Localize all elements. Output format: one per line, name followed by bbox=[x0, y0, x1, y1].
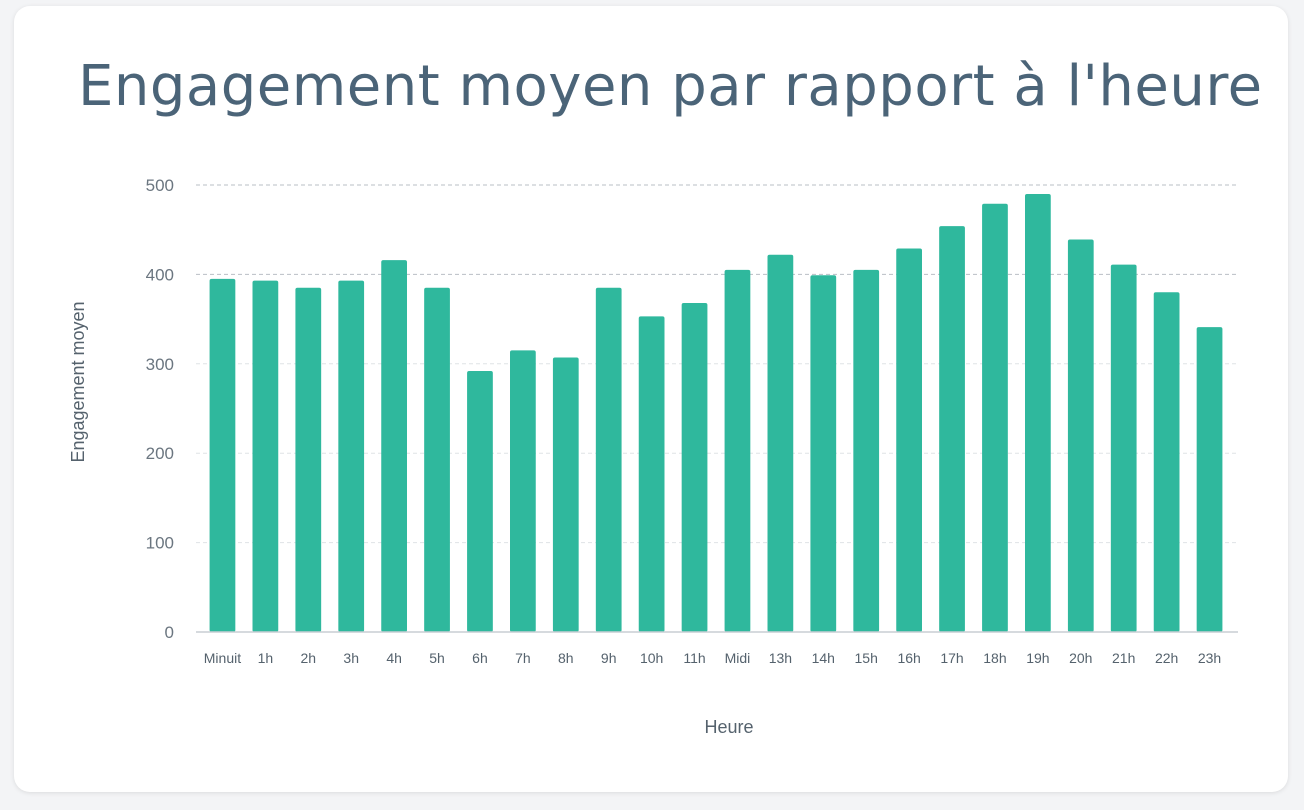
x-tick-label: 4h bbox=[386, 650, 402, 666]
bar-10h bbox=[638, 316, 665, 632]
bar-18h bbox=[982, 203, 1008, 633]
x-tick-label: 16h bbox=[897, 650, 920, 666]
bar-4h bbox=[381, 260, 407, 632]
x-tick-label: 2h bbox=[301, 650, 317, 666]
bar-5h bbox=[424, 287, 450, 632]
y-axis-label: Engagement moyen bbox=[68, 301, 88, 462]
bar-11h bbox=[681, 303, 708, 632]
x-tick-label: 10h bbox=[640, 650, 663, 666]
bar-17h bbox=[939, 226, 965, 632]
y-tick-label: 300 bbox=[146, 355, 174, 374]
bar-13h bbox=[767, 254, 794, 632]
bar-21h bbox=[1110, 264, 1137, 632]
bar-Midi bbox=[724, 269, 751, 632]
y-tick-label: 400 bbox=[146, 265, 174, 284]
bar-16h bbox=[896, 248, 922, 632]
x-tick-label: 21h bbox=[1112, 650, 1135, 666]
x-tick-label: 20h bbox=[1069, 650, 1092, 666]
y-axis-ticks: 0 100 200 300 400 500 bbox=[146, 176, 174, 642]
x-tick-label: 22h bbox=[1155, 650, 1178, 666]
bar-20h bbox=[1067, 239, 1094, 632]
x-tick-label: 17h bbox=[940, 650, 963, 666]
x-tick-label: 11h bbox=[683, 650, 705, 666]
bar-14h bbox=[810, 275, 837, 632]
bar-15h bbox=[853, 269, 880, 632]
x-tick-label: 23h bbox=[1198, 650, 1221, 666]
bar-7h bbox=[510, 350, 536, 632]
y-tick-label: 100 bbox=[146, 534, 174, 553]
bar-19h bbox=[1025, 193, 1051, 632]
x-tick-label: 7h bbox=[515, 650, 531, 666]
bar-Minuit bbox=[209, 278, 236, 632]
x-tick-label: 19h bbox=[1026, 650, 1049, 666]
x-tick-label: Minuit bbox=[204, 650, 241, 666]
bar-22h bbox=[1153, 292, 1180, 632]
x-tick-label: 8h bbox=[558, 650, 574, 666]
bar-3h bbox=[338, 280, 365, 632]
x-tick-label: 6h bbox=[472, 650, 488, 666]
y-tick-label: 200 bbox=[146, 444, 174, 463]
x-tick-label: 15h bbox=[855, 650, 878, 666]
x-tick-label: 14h bbox=[812, 650, 835, 666]
x-axis-label: Heure bbox=[704, 717, 753, 737]
bar-6h bbox=[467, 370, 493, 632]
bar-9h bbox=[595, 287, 622, 632]
x-tick-label: 5h bbox=[429, 650, 445, 666]
bar-8h bbox=[552, 357, 579, 632]
x-tick-label: 18h bbox=[983, 650, 1006, 666]
bar-1h bbox=[252, 280, 279, 632]
x-tick-label: 9h bbox=[601, 650, 617, 666]
x-tick-label: 3h bbox=[343, 650, 359, 666]
x-tick-label: 13h bbox=[769, 650, 792, 666]
y-tick-label: 500 bbox=[146, 176, 174, 195]
bars bbox=[209, 193, 1223, 633]
bar-23h bbox=[1196, 327, 1223, 632]
chart-title: Engagement moyen par rapport à l'heure bbox=[78, 54, 1263, 119]
bar-2h bbox=[295, 287, 322, 632]
x-tick-label: Midi bbox=[725, 650, 751, 666]
grid-lines bbox=[196, 184, 1238, 544]
x-axis-ticks: Minuit 1h 2h 3h 4h 5h 6h 7h 8h 9h 10h 11h Midi 13h 14h… bbox=[204, 650, 1221, 666]
y-tick-label: 0 bbox=[165, 623, 174, 642]
x-tick-label: 1h bbox=[258, 650, 274, 666]
